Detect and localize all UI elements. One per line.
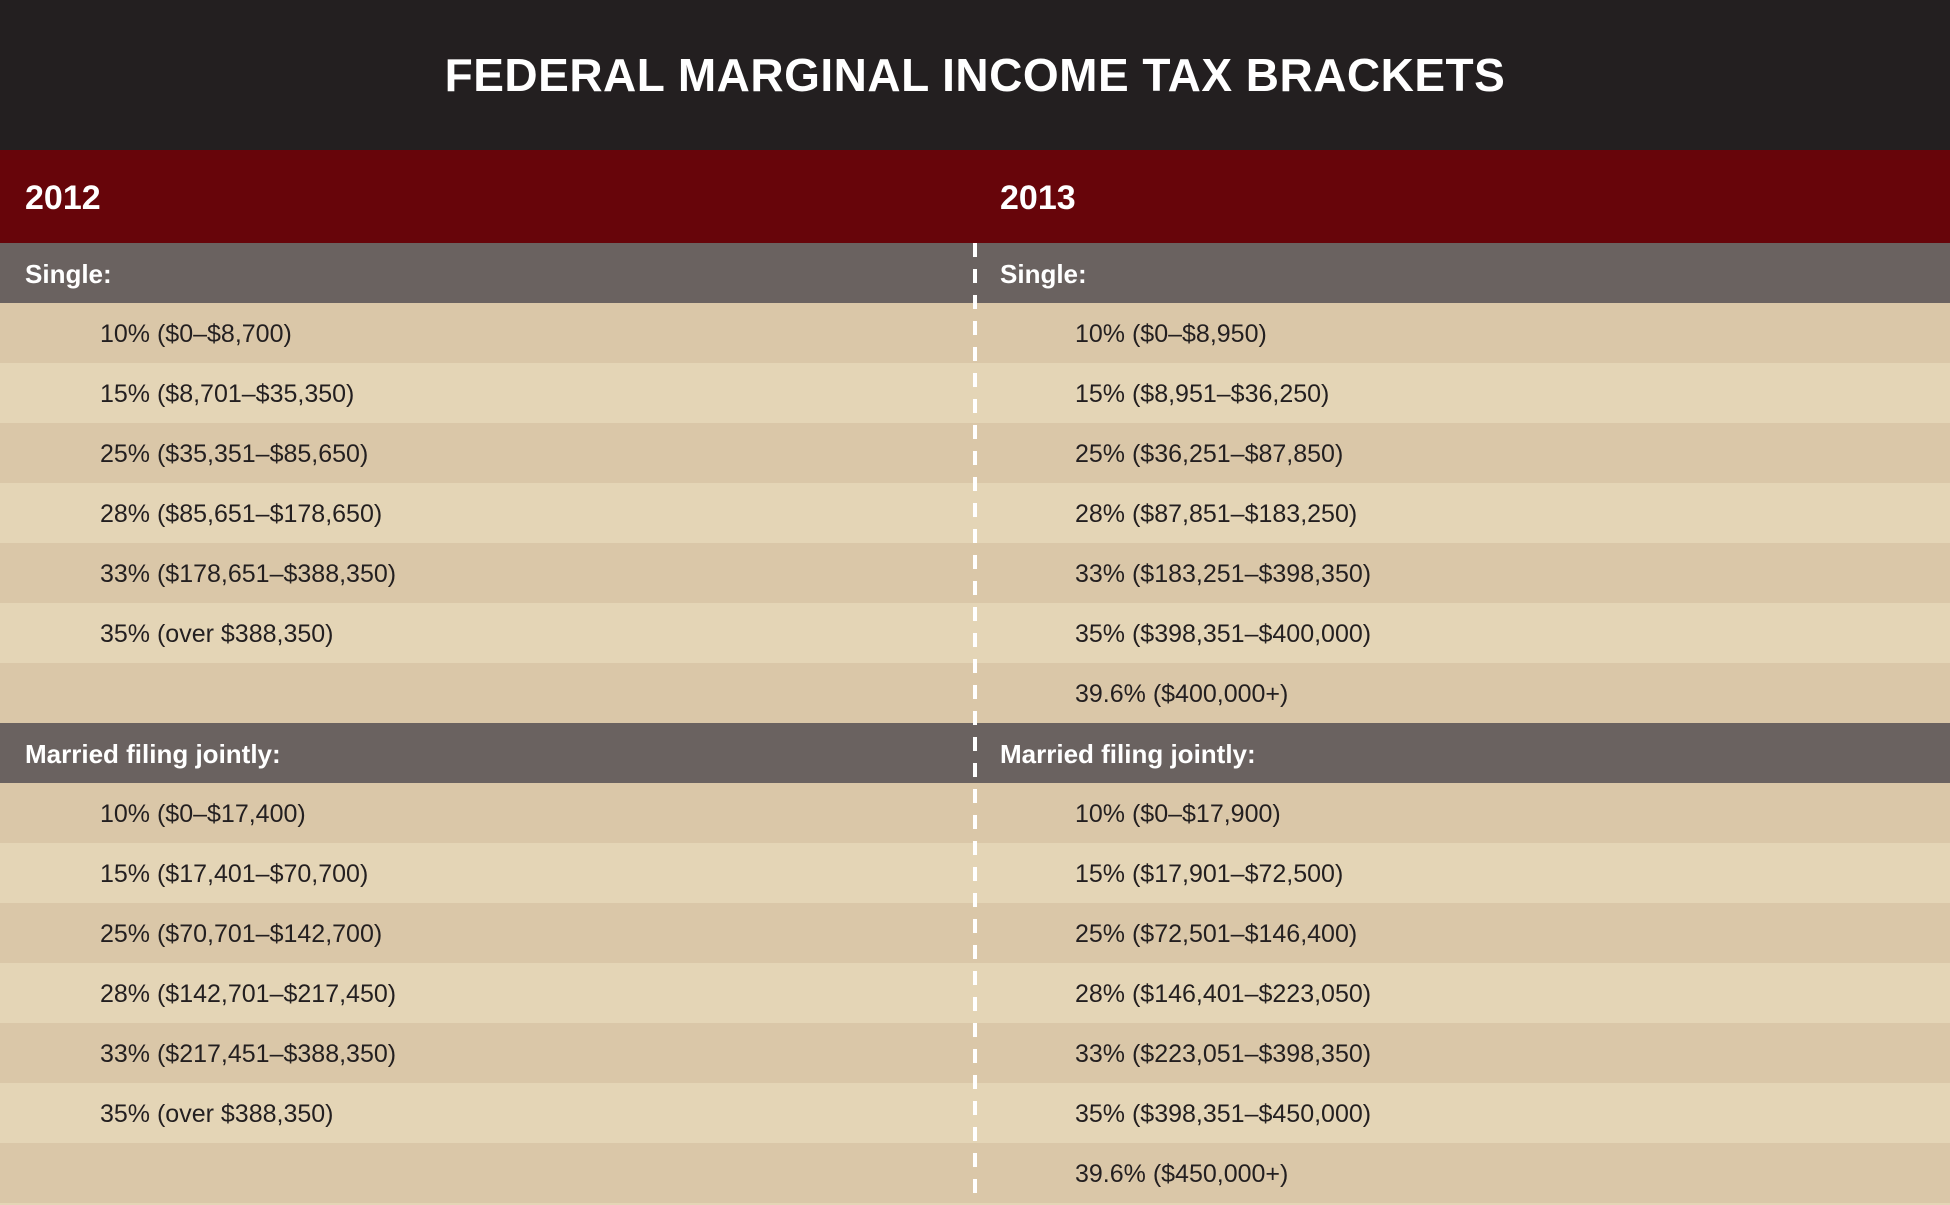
column-2013: Single: 10% ($0–$8,950) 15% ($8,951–$36,… — [975, 243, 1950, 1203]
bracket-text: 35% (over $388,350) — [100, 620, 334, 648]
bracket-row: 39.6% ($400,000+) — [975, 663, 1950, 723]
bracket-row: 33% ($183,251–$398,350) — [975, 543, 1950, 603]
bracket-row: 33% ($223,051–$398,350) — [975, 1023, 1950, 1083]
bracket-row: 10% ($0–$8,950) — [975, 303, 1950, 363]
section-header-married: Married filing jointly: — [975, 723, 1950, 783]
bracket-text: 39.6% ($400,000+) — [1075, 680, 1289, 708]
bracket-text: 10% ($0–$8,950) — [1075, 320, 1267, 348]
year-header-bar: 2012 2013 — [0, 150, 1950, 243]
bracket-row: 15% ($8,701–$35,350) — [0, 363, 975, 423]
bracket-text: 28% ($87,851–$183,250) — [1075, 500, 1358, 528]
section-label: Married filing jointly: — [1000, 739, 1256, 769]
bracket-row: 28% ($85,651–$178,650) — [0, 483, 975, 543]
bracket-row: 35% (over $388,350) — [0, 603, 975, 663]
section-header-single: Single: — [975, 243, 1950, 303]
bracket-text: 39.6% ($450,000+) — [1075, 1160, 1289, 1188]
bracket-row: 25% ($36,251–$87,850) — [975, 423, 1950, 483]
bracket-row: 10% ($0–$17,900) — [975, 783, 1950, 843]
bracket-row: 25% ($72,501–$146,400) — [975, 903, 1950, 963]
bracket-text: 25% ($36,251–$87,850) — [1075, 440, 1344, 468]
bracket-row-empty — [0, 1143, 975, 1203]
bracket-text: 33% ($178,651–$388,350) — [100, 560, 397, 588]
year-2012-heading: 2012 — [25, 179, 101, 217]
bracket-text: 15% ($17,401–$70,700) — [100, 860, 369, 888]
section-label: Married filing jointly: — [25, 739, 281, 769]
bracket-text: 33% ($183,251–$398,350) — [1075, 560, 1372, 588]
bracket-row: 10% ($0–$8,700) — [0, 303, 975, 363]
bracket-row: 10% ($0–$17,400) — [0, 783, 975, 843]
bracket-row: 39.6% ($450,000+) — [975, 1143, 1950, 1203]
bracket-text: 28% ($142,701–$217,450) — [100, 980, 397, 1008]
bracket-text: 35% (over $388,350) — [100, 1100, 334, 1128]
bracket-row: 15% ($17,901–$72,500) — [975, 843, 1950, 903]
bracket-text: 33% ($223,051–$398,350) — [1075, 1040, 1372, 1068]
bracket-row-empty — [0, 663, 975, 723]
bracket-text: 35% ($398,351–$450,000) — [1075, 1100, 1372, 1128]
section-label: Single: — [1000, 259, 1087, 289]
bracket-row: 33% ($217,451–$388,350) — [0, 1023, 975, 1083]
bracket-row: 25% ($70,701–$142,700) — [0, 903, 975, 963]
bracket-row: 35% ($398,351–$450,000) — [975, 1083, 1950, 1143]
dashed-column-divider — [973, 243, 977, 1203]
column-2012: Single: 10% ($0–$8,700) 15% ($8,701–$35,… — [0, 243, 975, 1203]
bracket-text: 15% ($8,701–$35,350) — [100, 380, 355, 408]
year-2013-heading: 2013 — [1000, 179, 1076, 217]
bracket-text: 10% ($0–$8,700) — [100, 320, 292, 348]
section-label: Single: — [25, 259, 112, 289]
section-header-single: Single: — [0, 243, 975, 303]
bracket-text: 15% ($8,951–$36,250) — [1075, 380, 1330, 408]
bracket-row: 15% ($17,401–$70,700) — [0, 843, 975, 903]
bracket-text: 35% ($398,351–$400,000) — [1075, 620, 1372, 648]
bracket-row: 35% (over $388,350) — [0, 1083, 975, 1143]
bracket-text: 33% ($217,451–$388,350) — [100, 1040, 397, 1068]
bracket-text: 28% ($85,651–$178,650) — [100, 500, 383, 528]
bracket-text: 25% ($72,501–$146,400) — [1075, 920, 1358, 948]
bracket-row: 15% ($8,951–$36,250) — [975, 363, 1950, 423]
page-title: FEDERAL MARGINAL INCOME TAX BRACKETS — [444, 49, 1506, 101]
bracket-text: 25% ($70,701–$142,700) — [100, 920, 383, 948]
bracket-row: 28% ($87,851–$183,250) — [975, 483, 1950, 543]
bracket-columns: Single: 10% ($0–$8,700) 15% ($8,701–$35,… — [0, 243, 1950, 1203]
bracket-text: 28% ($146,401–$223,050) — [1075, 980, 1372, 1008]
bracket-text: 10% ($0–$17,900) — [1075, 800, 1281, 828]
bracket-row: 25% ($35,351–$85,650) — [0, 423, 975, 483]
section-header-married: Married filing jointly: — [0, 723, 975, 783]
bracket-row: 33% ($178,651–$388,350) — [0, 543, 975, 603]
bracket-row: 35% ($398,351–$400,000) — [975, 603, 1950, 663]
bracket-text: 15% ($17,901–$72,500) — [1075, 860, 1344, 888]
title-bar: FEDERAL MARGINAL INCOME TAX BRACKETS — [0, 0, 1950, 150]
bracket-row: 28% ($146,401–$223,050) — [975, 963, 1950, 1023]
bracket-text: 25% ($35,351–$85,650) — [100, 440, 369, 468]
bracket-row: 28% ($142,701–$217,450) — [0, 963, 975, 1023]
bracket-text: 10% ($0–$17,400) — [100, 800, 306, 828]
